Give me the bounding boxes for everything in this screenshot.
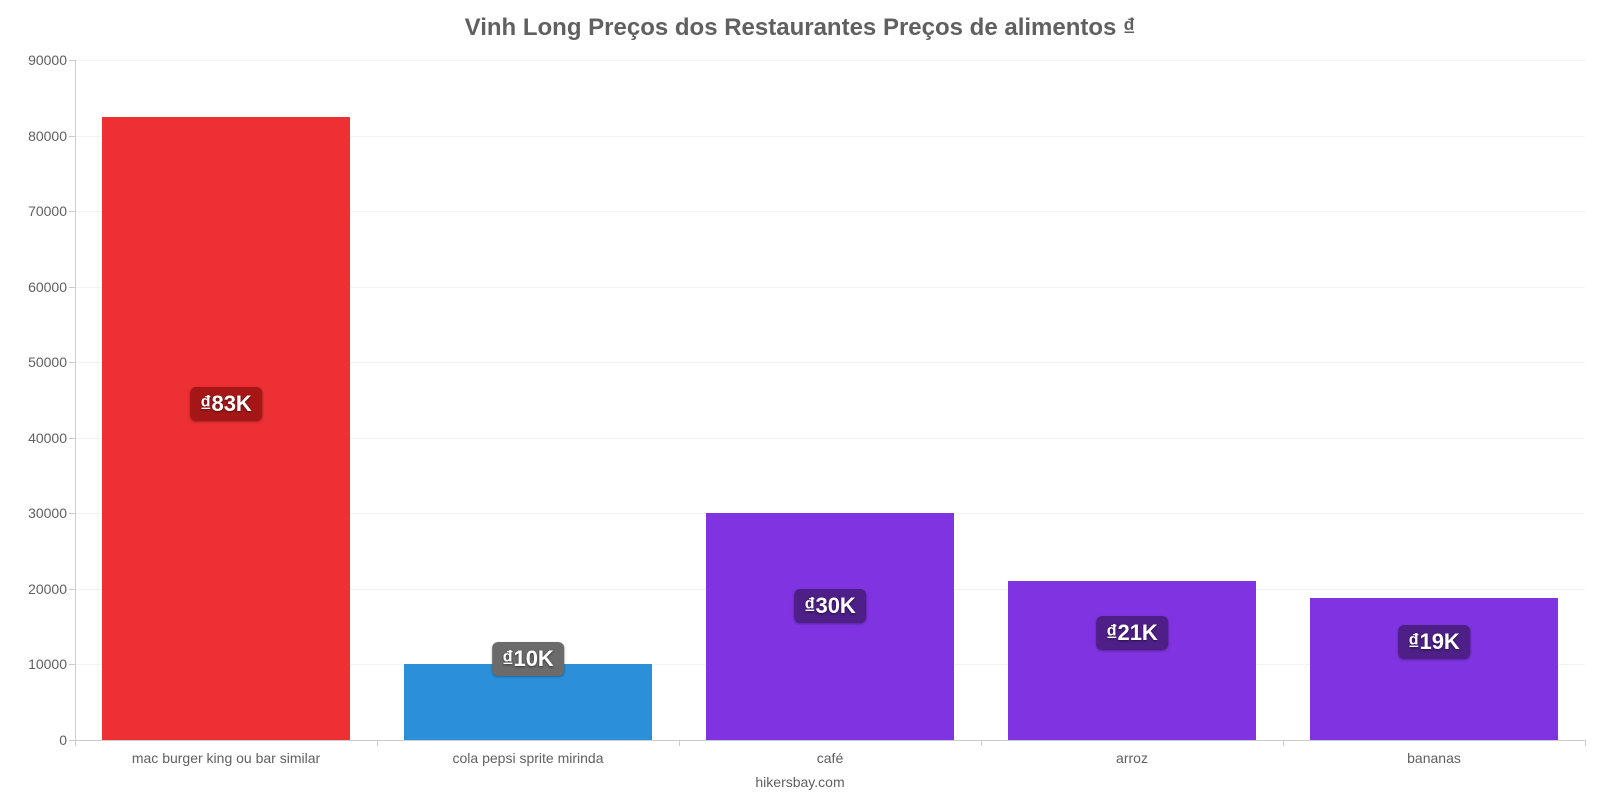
grid-line <box>75 60 1585 61</box>
chart-title: Vinh Long Preços dos Restaurantes Preços… <box>0 14 1600 42</box>
x-axis-label: bananas <box>1407 750 1461 766</box>
y-tick-label: 80000 <box>28 128 67 144</box>
y-tick-label: 0 <box>59 732 67 748</box>
x-tick-mark <box>1283 740 1284 746</box>
x-tick-mark <box>981 740 982 746</box>
value-badge: ₫30K <box>794 589 866 623</box>
x-axis-label: arroz <box>1116 750 1148 766</box>
y-tick-label: 90000 <box>28 52 67 68</box>
value-badge-text: ₫83K <box>200 391 252 416</box>
chart-bar <box>706 513 954 740</box>
chart-bar <box>1310 598 1558 740</box>
x-axis-label: cola pepsi sprite mirinda <box>453 750 604 766</box>
chart-bar <box>1008 581 1256 740</box>
y-tick-label: 50000 <box>28 354 67 370</box>
value-badge-text: ₫19K <box>1408 629 1460 654</box>
x-axis-label: café <box>817 750 843 766</box>
chart-container: Vinh Long Preços dos Restaurantes Preços… <box>0 0 1600 800</box>
value-badge: ₫19K <box>1398 625 1470 659</box>
value-badge: ₫21K <box>1096 616 1168 650</box>
value-badge: ₫83K <box>190 387 262 421</box>
value-badge-text: ₫30K <box>804 593 856 618</box>
y-tick-label: 10000 <box>28 656 67 672</box>
chart-bar <box>102 117 350 740</box>
y-tick-label: 30000 <box>28 505 67 521</box>
y-tick-label: 60000 <box>28 279 67 295</box>
x-tick-mark <box>1585 740 1586 746</box>
y-tick-label: 20000 <box>28 581 67 597</box>
y-axis-line <box>75 60 76 740</box>
x-tick-mark <box>75 740 76 746</box>
x-axis-label: mac burger king ou bar similar <box>132 750 320 766</box>
y-tick-label: 70000 <box>28 203 67 219</box>
y-tick-label: 40000 <box>28 430 67 446</box>
x-axis-line <box>75 740 1585 741</box>
value-badge: ₫10K <box>492 642 564 676</box>
chart-footer: hikersbay.com <box>0 774 1600 790</box>
x-tick-mark <box>377 740 378 746</box>
value-badge-text: ₫21K <box>1106 620 1158 645</box>
x-tick-mark <box>679 740 680 746</box>
value-badge-text: ₫10K <box>502 646 554 671</box>
plot-area: 0100002000030000400005000060000700008000… <box>75 60 1585 740</box>
